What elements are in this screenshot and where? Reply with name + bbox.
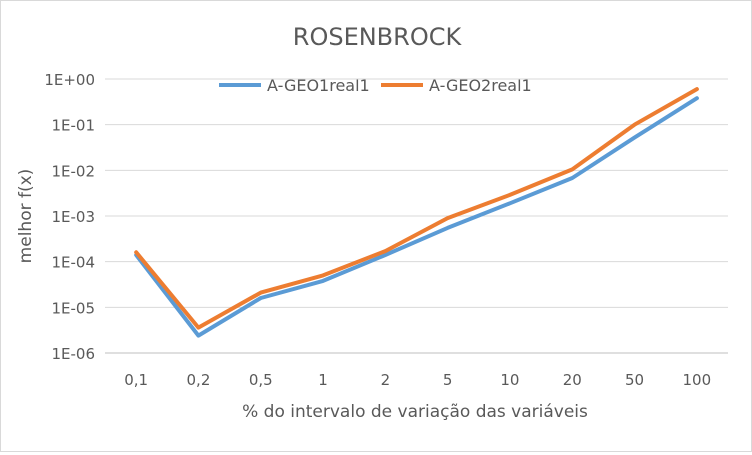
- x-tick-label: 5: [443, 371, 453, 389]
- y-tick-label: 1E-02: [51, 162, 95, 180]
- x-tick-label: 1: [318, 371, 328, 389]
- y-axis-ticks: 1E+00 1E-01 1E-02 1E-03 1E-04 1E-05 1E-06: [44, 71, 95, 363]
- x-tick-label: 0,1: [124, 371, 148, 389]
- y-tick-label: 1E-01: [51, 117, 95, 135]
- series-line-1: [134, 96, 699, 338]
- x-axis-label: % do intervalo de variação das variáveis: [242, 402, 588, 422]
- x-axis-ticks: 0,1 0,2 0,5 1 2 5 10 20 50 100: [124, 371, 711, 389]
- legend-label-series-1: A-GEO1real1: [267, 76, 370, 95]
- y-tick-label: 1E-05: [51, 299, 95, 317]
- x-tick-label: 100: [683, 371, 712, 389]
- x-tick-label: 20: [563, 371, 582, 389]
- legend-label-series-2: A-GEO2real1: [429, 76, 532, 95]
- series-layer: [134, 87, 699, 338]
- y-tick-label: 1E-03: [51, 208, 95, 226]
- x-tick-label: 0,5: [249, 371, 273, 389]
- y-tick-label: 1E-04: [51, 254, 95, 272]
- x-tick-label: 2: [381, 371, 391, 389]
- chart-title: ROSENBROCK: [293, 23, 463, 51]
- x-tick-label: 50: [625, 371, 644, 389]
- x-tick-label: 0,2: [187, 371, 211, 389]
- x-tick-label: 10: [500, 371, 519, 389]
- y-axis-label: melhor f(x): [16, 169, 36, 264]
- y-tick-label: 1E+00: [44, 71, 95, 89]
- gridlines: [105, 78, 728, 354]
- series-line-2: [134, 87, 699, 330]
- legend: A-GEO1real1 A-GEO2real1: [219, 76, 532, 95]
- y-tick-label: 1E-06: [51, 345, 95, 363]
